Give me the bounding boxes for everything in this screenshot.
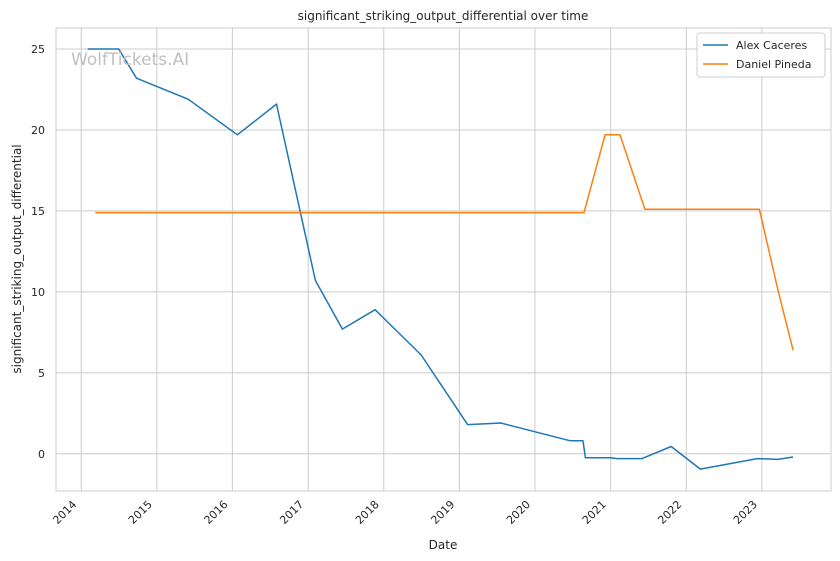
x-tick-label: 2014 [50, 498, 79, 527]
y-tick-label: 15 [31, 205, 45, 218]
x-tick-label: 2020 [504, 498, 533, 527]
series-line-alex-caceres [87, 48, 794, 470]
legend: Alex Caceres Daniel Pineda [696, 32, 826, 78]
x-tick-label: 2023 [731, 498, 760, 527]
x-tick-label: 2016 [202, 498, 231, 527]
x-axis-title: Date [429, 538, 458, 552]
series-line-daniel-pineda [95, 134, 794, 351]
legend-label-alex-caceres: Alex Caceres [736, 39, 807, 52]
y-axis-title: significant_striking_output_differential [10, 144, 24, 373]
x-tick-label: 2019 [428, 498, 457, 527]
x-tick-label: 2017 [277, 498, 306, 527]
y-tick-label: 20 [31, 124, 45, 137]
grid [56, 28, 831, 491]
y-tick-label: 10 [31, 286, 45, 299]
y-tick-label: 0 [38, 448, 45, 461]
legend-box [696, 32, 826, 78]
watermark-text: WolfTickets.AI [71, 50, 189, 70]
y-tick-label: 5 [38, 367, 45, 380]
x-axis-ticks: 2014 2015 2016 2017 2018 2019 2020 2021 2022 2023 [50, 498, 760, 527]
plot-area [55, 27, 832, 492]
series-lines [87, 48, 794, 470]
y-tick-label: 25 [31, 43, 45, 56]
x-tick-label: 2018 [353, 498, 382, 527]
x-tick-label: 2015 [126, 498, 155, 527]
y-axis-ticks: 0 5 10 15 20 25 [31, 43, 45, 461]
chart-title: significant_striking_output_differential… [298, 9, 589, 23]
legend-label-daniel-pineda: Daniel Pineda [736, 58, 811, 71]
x-tick-label: 2022 [655, 498, 684, 527]
x-tick-label: 2021 [580, 498, 609, 527]
